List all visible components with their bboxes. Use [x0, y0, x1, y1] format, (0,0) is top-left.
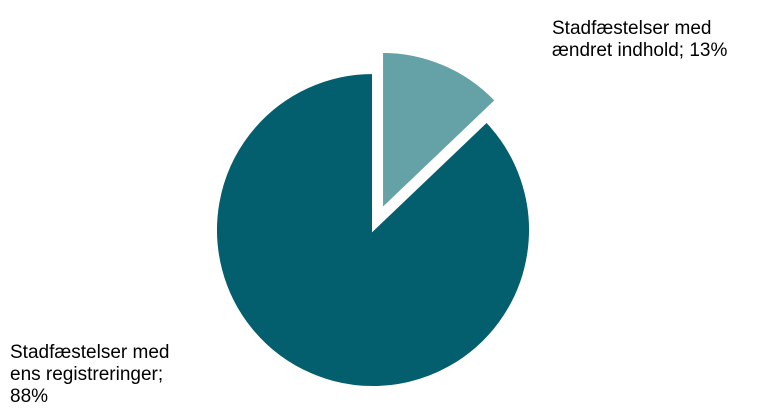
pie-slice-aendret-indhold	[381, 50, 498, 212]
pie-slices	[215, 50, 531, 388]
slice-label-ens-registreringer: Stadfæstelser med ens registreringer; 88…	[10, 342, 170, 407]
pie-slice-ens-registreringer	[215, 71, 531, 388]
slice-label-aendret-indhold: Stadfæstelser med ændret indhold; 13%	[552, 18, 728, 61]
